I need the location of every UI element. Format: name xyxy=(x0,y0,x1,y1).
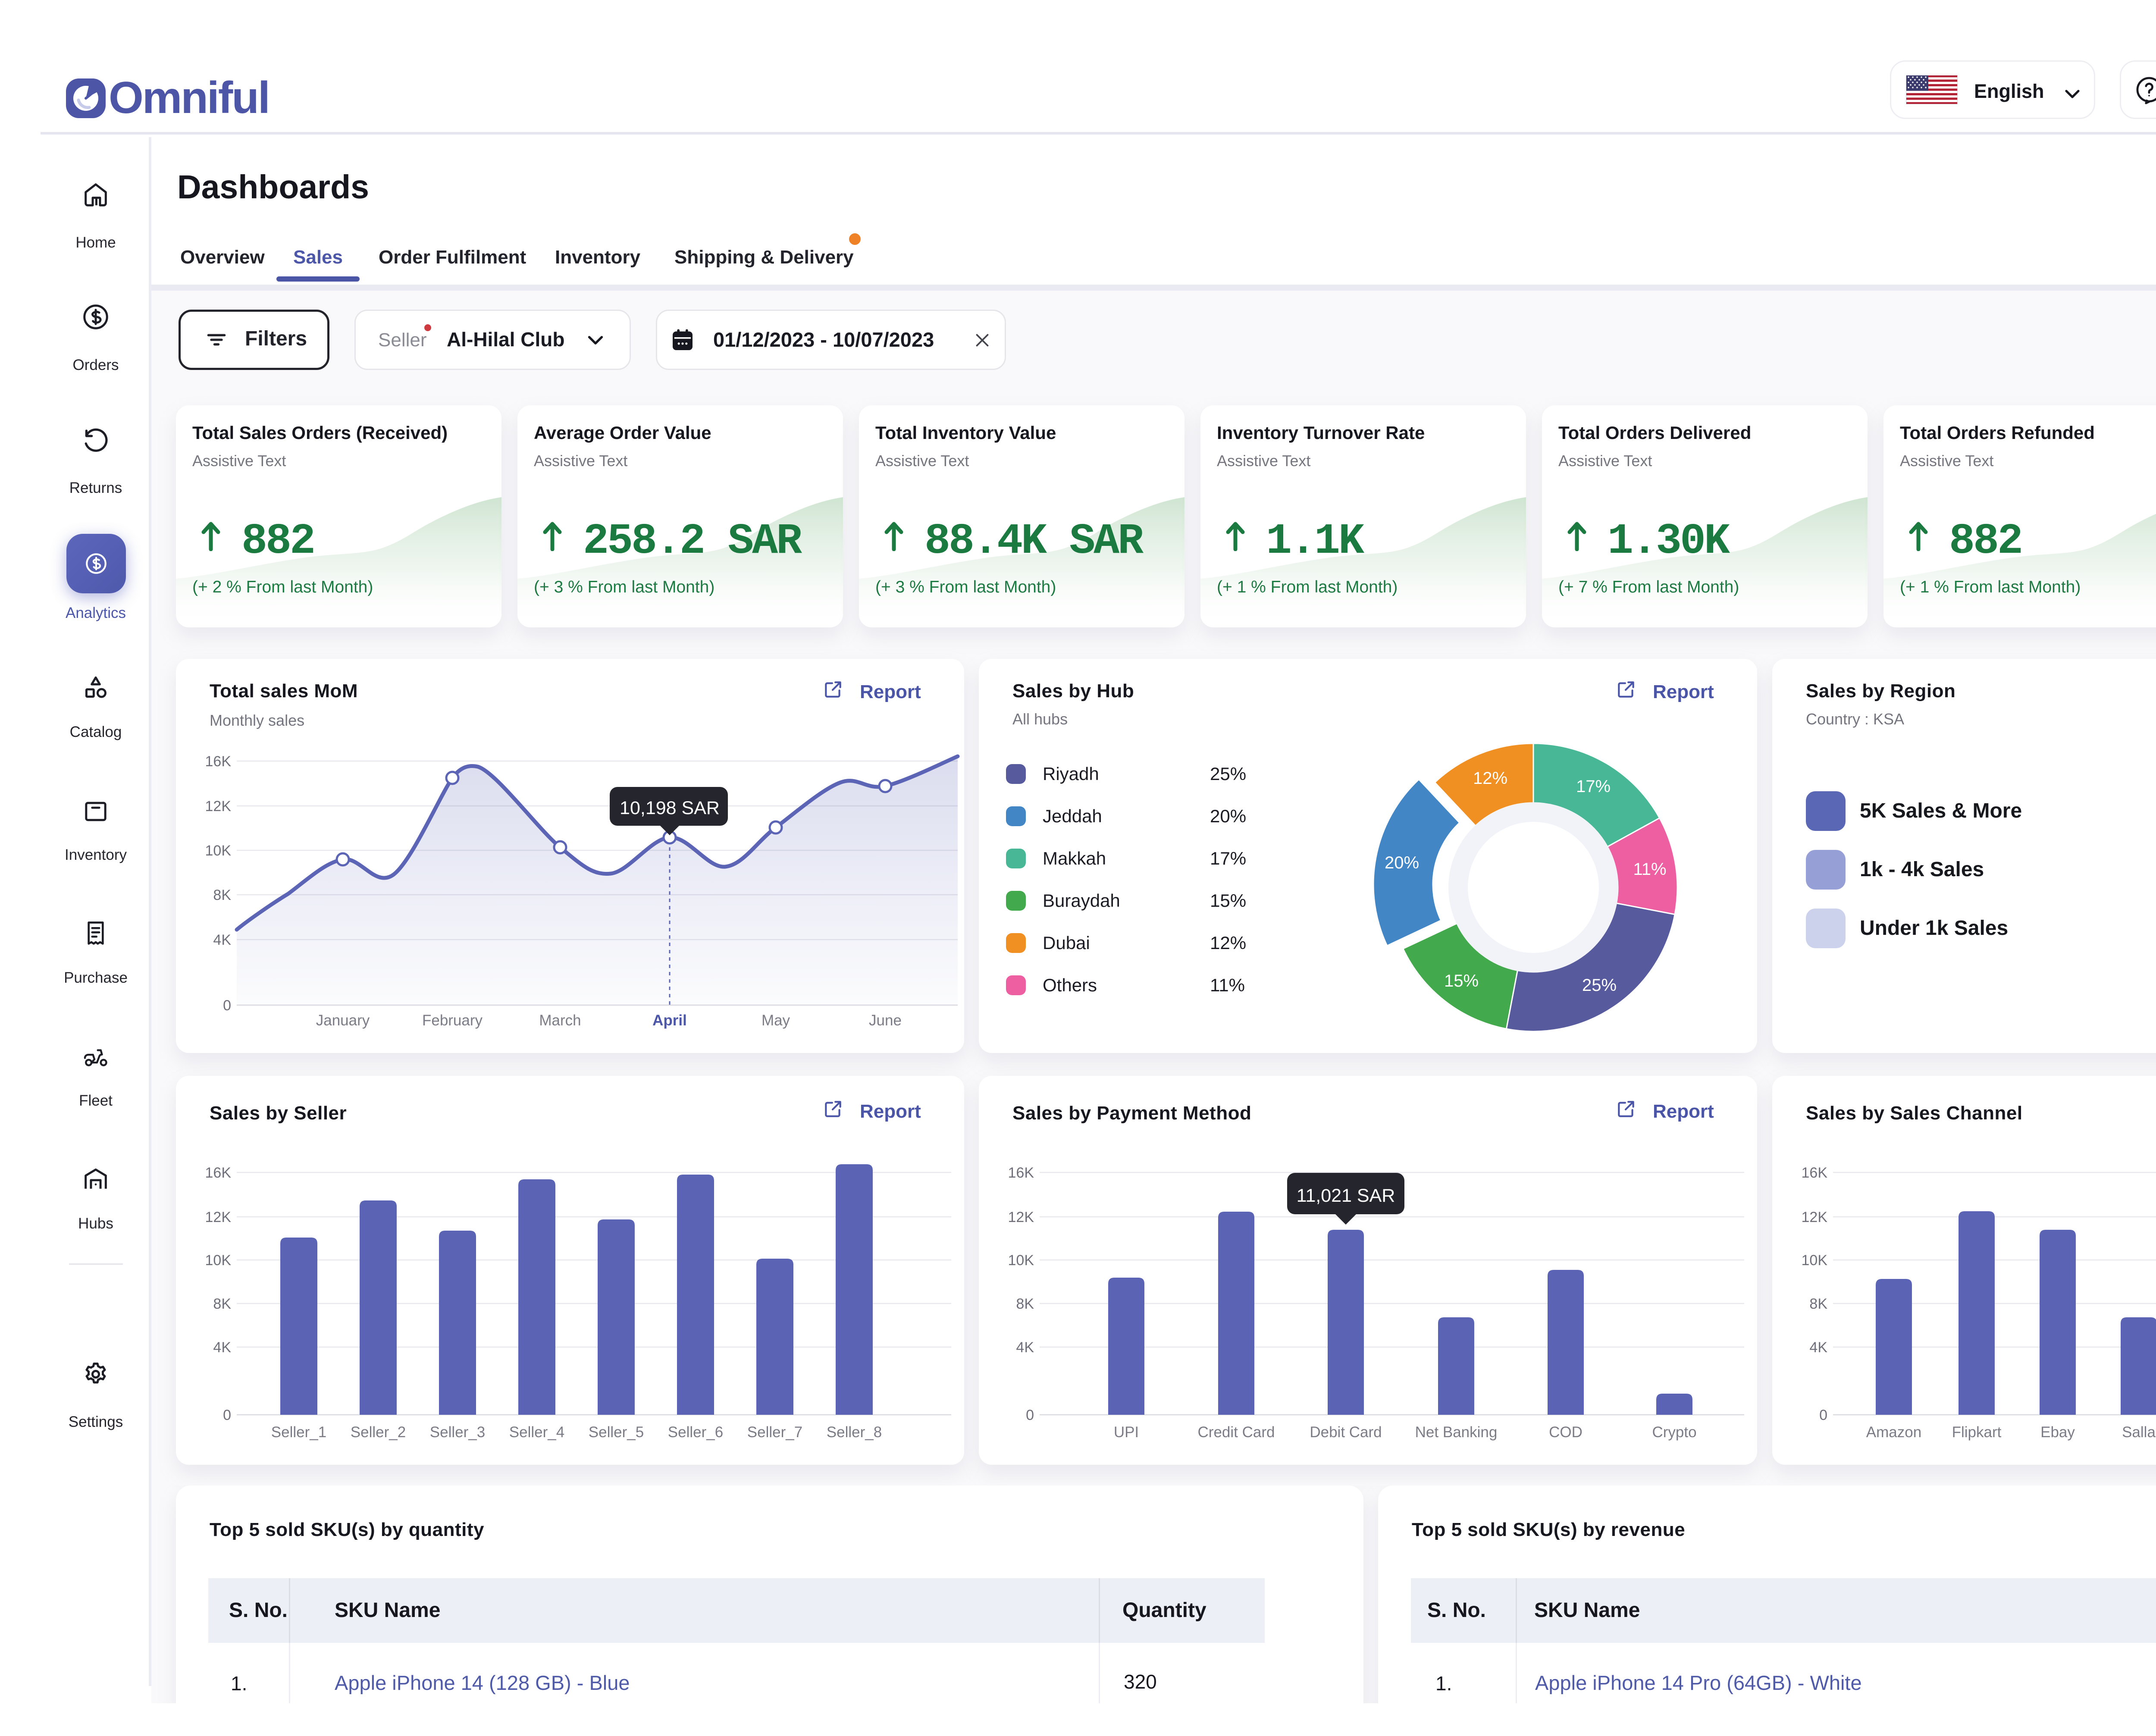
svg-text:Net Banking: Net Banking xyxy=(1415,1424,1498,1441)
svg-text:Ebay: Ebay xyxy=(2040,1424,2075,1441)
svg-text:20%: 20% xyxy=(1210,806,1246,826)
svg-text:Dubai: Dubai xyxy=(1043,933,1090,953)
svg-text:Makkah: Makkah xyxy=(1043,848,1106,868)
svg-text:Seller_3: Seller_3 xyxy=(430,1424,485,1441)
svg-text:0: 0 xyxy=(1026,1407,1034,1423)
svg-text:UPI: UPI xyxy=(1114,1424,1139,1441)
svg-text:March: March xyxy=(539,1012,581,1029)
svg-text:June: June xyxy=(869,1012,902,1029)
svg-text:16K: 16K xyxy=(205,1165,232,1181)
svg-text:Seller_6: Seller_6 xyxy=(668,1424,723,1441)
svg-text:Riyadh: Riyadh xyxy=(1043,764,1099,784)
svg-text:15%: 15% xyxy=(1210,890,1246,911)
svg-text:10K: 10K xyxy=(205,843,232,859)
svg-text:8K: 8K xyxy=(213,887,231,903)
svg-text:4K: 4K xyxy=(1016,1339,1034,1356)
svg-text:Credit Card: Credit Card xyxy=(1198,1424,1275,1441)
svg-text:12%: 12% xyxy=(1210,933,1246,953)
svg-text:12K: 12K xyxy=(1008,1209,1034,1225)
svg-text:0: 0 xyxy=(1819,1407,1827,1423)
svg-text:4K: 4K xyxy=(213,1339,231,1356)
svg-text:0: 0 xyxy=(223,1407,231,1423)
svg-text:April: April xyxy=(652,1012,687,1029)
svg-text:11,021 SAR: 11,021 SAR xyxy=(1297,1185,1395,1206)
svg-text:Seller_1: Seller_1 xyxy=(271,1424,326,1441)
svg-text:16K: 16K xyxy=(205,753,232,770)
svg-text:8K: 8K xyxy=(1809,1296,1827,1312)
svg-text:12K: 12K xyxy=(205,1209,232,1225)
svg-text:10,198 SAR: 10,198 SAR xyxy=(620,798,720,818)
svg-text:Crypto: Crypto xyxy=(1652,1424,1696,1441)
svg-text:May: May xyxy=(761,1012,790,1029)
svg-text:16K: 16K xyxy=(1802,1165,1828,1181)
svg-text:Seller_8: Seller_8 xyxy=(827,1424,882,1441)
svg-text:25%: 25% xyxy=(1210,764,1246,784)
svg-text:12K: 12K xyxy=(205,798,232,815)
svg-text:Jeddah: Jeddah xyxy=(1043,806,1102,826)
svg-text:4K: 4K xyxy=(213,932,231,948)
svg-text:Others: Others xyxy=(1043,975,1097,995)
svg-text:COD: COD xyxy=(1549,1424,1583,1441)
svg-text:10K: 10K xyxy=(1802,1252,1828,1269)
svg-text:8K: 8K xyxy=(1016,1296,1034,1312)
svg-text:8K: 8K xyxy=(213,1296,231,1312)
svg-text:Amazon: Amazon xyxy=(1866,1424,1921,1441)
svg-text:10K: 10K xyxy=(205,1252,232,1269)
svg-text:11%: 11% xyxy=(1210,975,1245,995)
svg-text:February: February xyxy=(422,1012,483,1029)
svg-text:January: January xyxy=(316,1012,370,1029)
svg-text:12%: 12% xyxy=(1473,769,1507,788)
svg-text:Seller_7: Seller_7 xyxy=(747,1424,802,1441)
svg-text:Debit Card: Debit Card xyxy=(1310,1424,1382,1441)
svg-text:20%: 20% xyxy=(1385,853,1419,872)
svg-text:15%: 15% xyxy=(1444,971,1479,990)
svg-text:17%: 17% xyxy=(1210,848,1246,868)
svg-text:16K: 16K xyxy=(1008,1165,1034,1181)
svg-text:Seller_5: Seller_5 xyxy=(589,1424,644,1441)
svg-text:Seller_4: Seller_4 xyxy=(509,1424,564,1441)
svg-text:11%: 11% xyxy=(1633,860,1666,879)
svg-text:25%: 25% xyxy=(1582,976,1617,995)
svg-text:Flipkart: Flipkart xyxy=(1952,1424,2002,1441)
svg-text:Seller_2: Seller_2 xyxy=(351,1424,406,1441)
svg-text:12K: 12K xyxy=(1802,1209,1828,1225)
svg-text:Salla: Salla xyxy=(2122,1424,2156,1441)
svg-text:Buraydah: Buraydah xyxy=(1043,890,1120,911)
svg-text:0: 0 xyxy=(223,997,231,1014)
svg-text:17%: 17% xyxy=(1576,777,1611,796)
svg-text:4K: 4K xyxy=(1809,1339,1827,1356)
svg-text:10K: 10K xyxy=(1008,1252,1034,1269)
